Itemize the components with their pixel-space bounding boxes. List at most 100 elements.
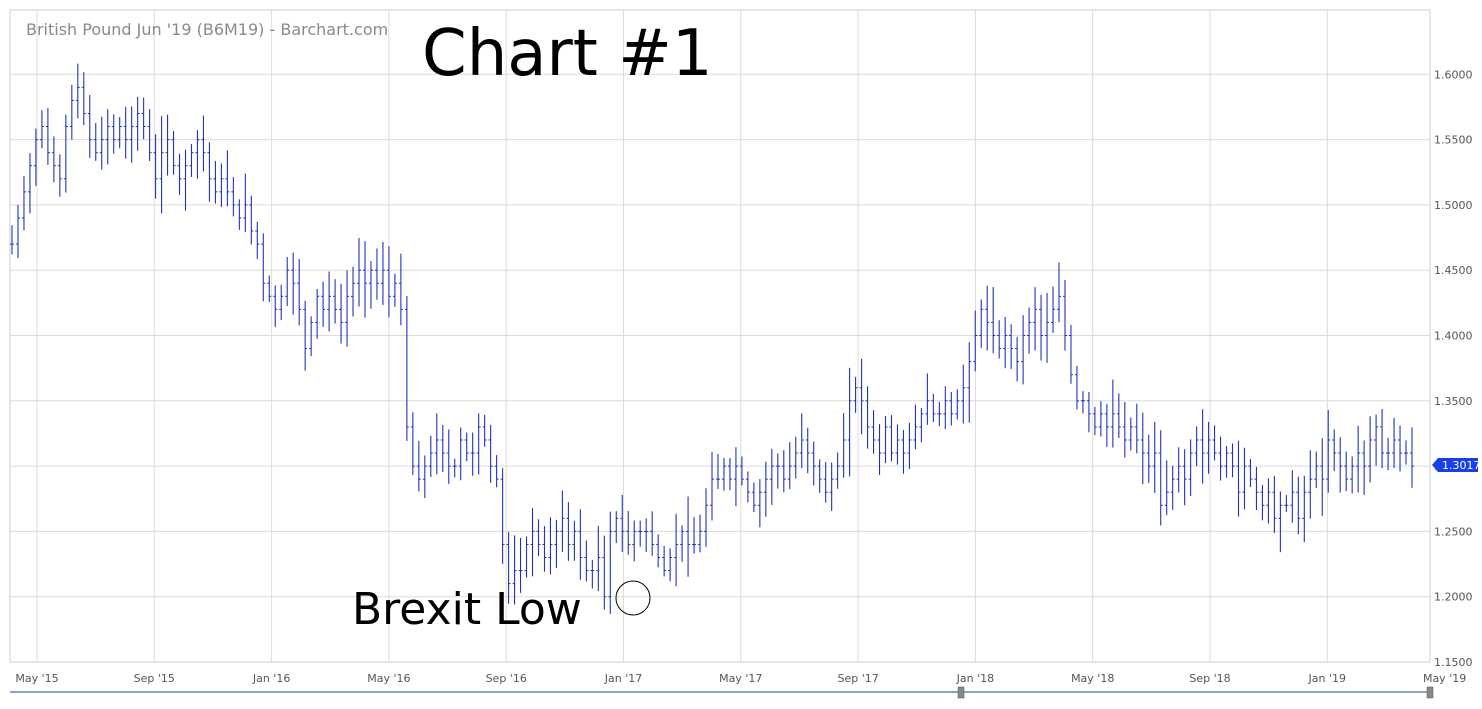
- ohlc-bar: [1003, 316, 1008, 369]
- ohlc-bar: [243, 173, 248, 233]
- ohlc-bar: [1080, 391, 1085, 414]
- ohlc-bar: [231, 177, 236, 217]
- ohlc-bar: [1386, 437, 1391, 471]
- ohlc-bar: [1266, 478, 1271, 524]
- ohlc-bar: [237, 199, 242, 230]
- range-scrollbar[interactable]: [10, 686, 1434, 699]
- ohlc-bar: [871, 410, 876, 454]
- ohlc-bar: [817, 459, 822, 493]
- ohlc-bar: [1062, 280, 1067, 351]
- ohlc-bar: [805, 427, 810, 474]
- ohlc-bar: [1398, 425, 1403, 472]
- ohlc-bar: [380, 241, 385, 305]
- ohlc-bar: [213, 160, 218, 204]
- ohlc-bar: [1272, 475, 1277, 533]
- ohlc-bar: [261, 233, 266, 302]
- ohlc-bar: [1164, 460, 1169, 516]
- chart-title: British Pound Jun '19 (B6M19) - Barchart…: [26, 20, 389, 39]
- ohlc-bar: [596, 525, 601, 592]
- ohlc-bar: [1368, 416, 1373, 483]
- ohlc-bar: [853, 376, 858, 413]
- ohlc-bar: [357, 238, 362, 307]
- ohlc-bar: [1338, 437, 1343, 493]
- ohlc-bar: [93, 122, 98, 161]
- ohlc-bar: [1045, 292, 1050, 363]
- scroll-handle-right[interactable]: [1426, 686, 1434, 699]
- ohlc-bar: [680, 525, 685, 562]
- ohlc-bar: [865, 386, 870, 449]
- ohlc-bar: [1039, 294, 1044, 361]
- ohlc-bar: [751, 482, 756, 513]
- ohlc-bar: [500, 468, 505, 564]
- ohlc-bar: [967, 342, 972, 423]
- y-tick-label: 1.6000: [1434, 68, 1473, 81]
- ohlc-bar: [572, 520, 577, 561]
- ohlc-bar: [704, 488, 709, 547]
- y-tick-label: 1.5500: [1434, 134, 1473, 147]
- x-tick-label: Sep '17: [837, 672, 878, 685]
- ohlc-bar: [686, 496, 691, 577]
- ohlc-bar: [1314, 451, 1319, 489]
- ohlc-bar: [446, 429, 451, 484]
- ohlc-bar: [470, 432, 475, 476]
- ohlc-bar: [727, 457, 732, 491]
- ohlc-bar: [769, 448, 774, 505]
- ohlc-bar: [1206, 421, 1211, 474]
- y-tick-label: 1.4500: [1434, 264, 1473, 277]
- ohlc-bar: [949, 391, 954, 426]
- ohlc-bar: [1176, 447, 1181, 493]
- ohlc-bar: [15, 204, 20, 259]
- ohlc-bar: [1194, 426, 1199, 467]
- ohlc-bar: [1021, 315, 1026, 385]
- chart-heading: Chart #1: [422, 17, 713, 91]
- ohlc-bar: [321, 281, 326, 328]
- ohlc-bar: [1140, 412, 1145, 485]
- ohlc-bar: [542, 526, 547, 572]
- ohlc-bar: [668, 548, 673, 582]
- ohlc-bar: [662, 545, 667, 577]
- ohlc-bar: [614, 511, 619, 544]
- ohlc-bar: [129, 106, 134, 163]
- ohlc-bar: [135, 96, 140, 151]
- ohlc-bar: [1086, 391, 1091, 433]
- ohlc-bar: [1104, 404, 1109, 447]
- ohlc-bar: [1260, 484, 1265, 521]
- ohlc-bar: [386, 246, 391, 318]
- ohlc-bar: [183, 149, 188, 211]
- price-badge-shape: [1432, 458, 1478, 472]
- ohlc-bar: [937, 401, 942, 427]
- ohlc-bar: [1410, 427, 1414, 488]
- ohlc-bar: [1374, 414, 1379, 466]
- ohlc-bar: [1158, 430, 1163, 526]
- x-tick-label: May '15: [15, 672, 58, 685]
- ohlc-bar: [715, 453, 720, 489]
- ohlc-bar: [1326, 409, 1331, 493]
- ohlc-bar: [123, 106, 128, 159]
- ohlc-bar: [799, 413, 804, 469]
- ohlc-bar: [847, 367, 852, 477]
- ohlc-bar: [1224, 446, 1229, 478]
- ohlc-bar: [877, 423, 882, 475]
- y-tick-label: 1.3500: [1434, 395, 1473, 408]
- ohlc-bar: [1248, 458, 1253, 488]
- ohlc-bar: [1098, 401, 1103, 437]
- ohlc-bar: [1074, 365, 1079, 410]
- ohlc-bar: [602, 535, 607, 610]
- x-tick-label: Jan '16: [252, 672, 290, 685]
- ohlc-bar: [644, 518, 649, 553]
- ohlc-bar: [51, 136, 56, 183]
- ohlc-bar: [739, 456, 744, 486]
- ohlc-bar: [195, 130, 200, 179]
- ohlc-bar: [297, 258, 302, 326]
- ohlc-bar: [327, 271, 332, 332]
- scroll-handle-left[interactable]: [957, 686, 965, 699]
- ohlc-bar: [1009, 324, 1014, 369]
- ohlc-bar: [919, 408, 924, 443]
- ohlc-bar: [21, 175, 26, 231]
- ohlc-bar: [590, 559, 595, 589]
- ohlc-bar: [560, 490, 565, 552]
- y-tick-label: 1.4000: [1434, 330, 1473, 343]
- x-tick-label: Jan '19: [1308, 672, 1346, 685]
- ohlc-bar: [351, 266, 356, 317]
- ohlc-bar: [889, 415, 894, 462]
